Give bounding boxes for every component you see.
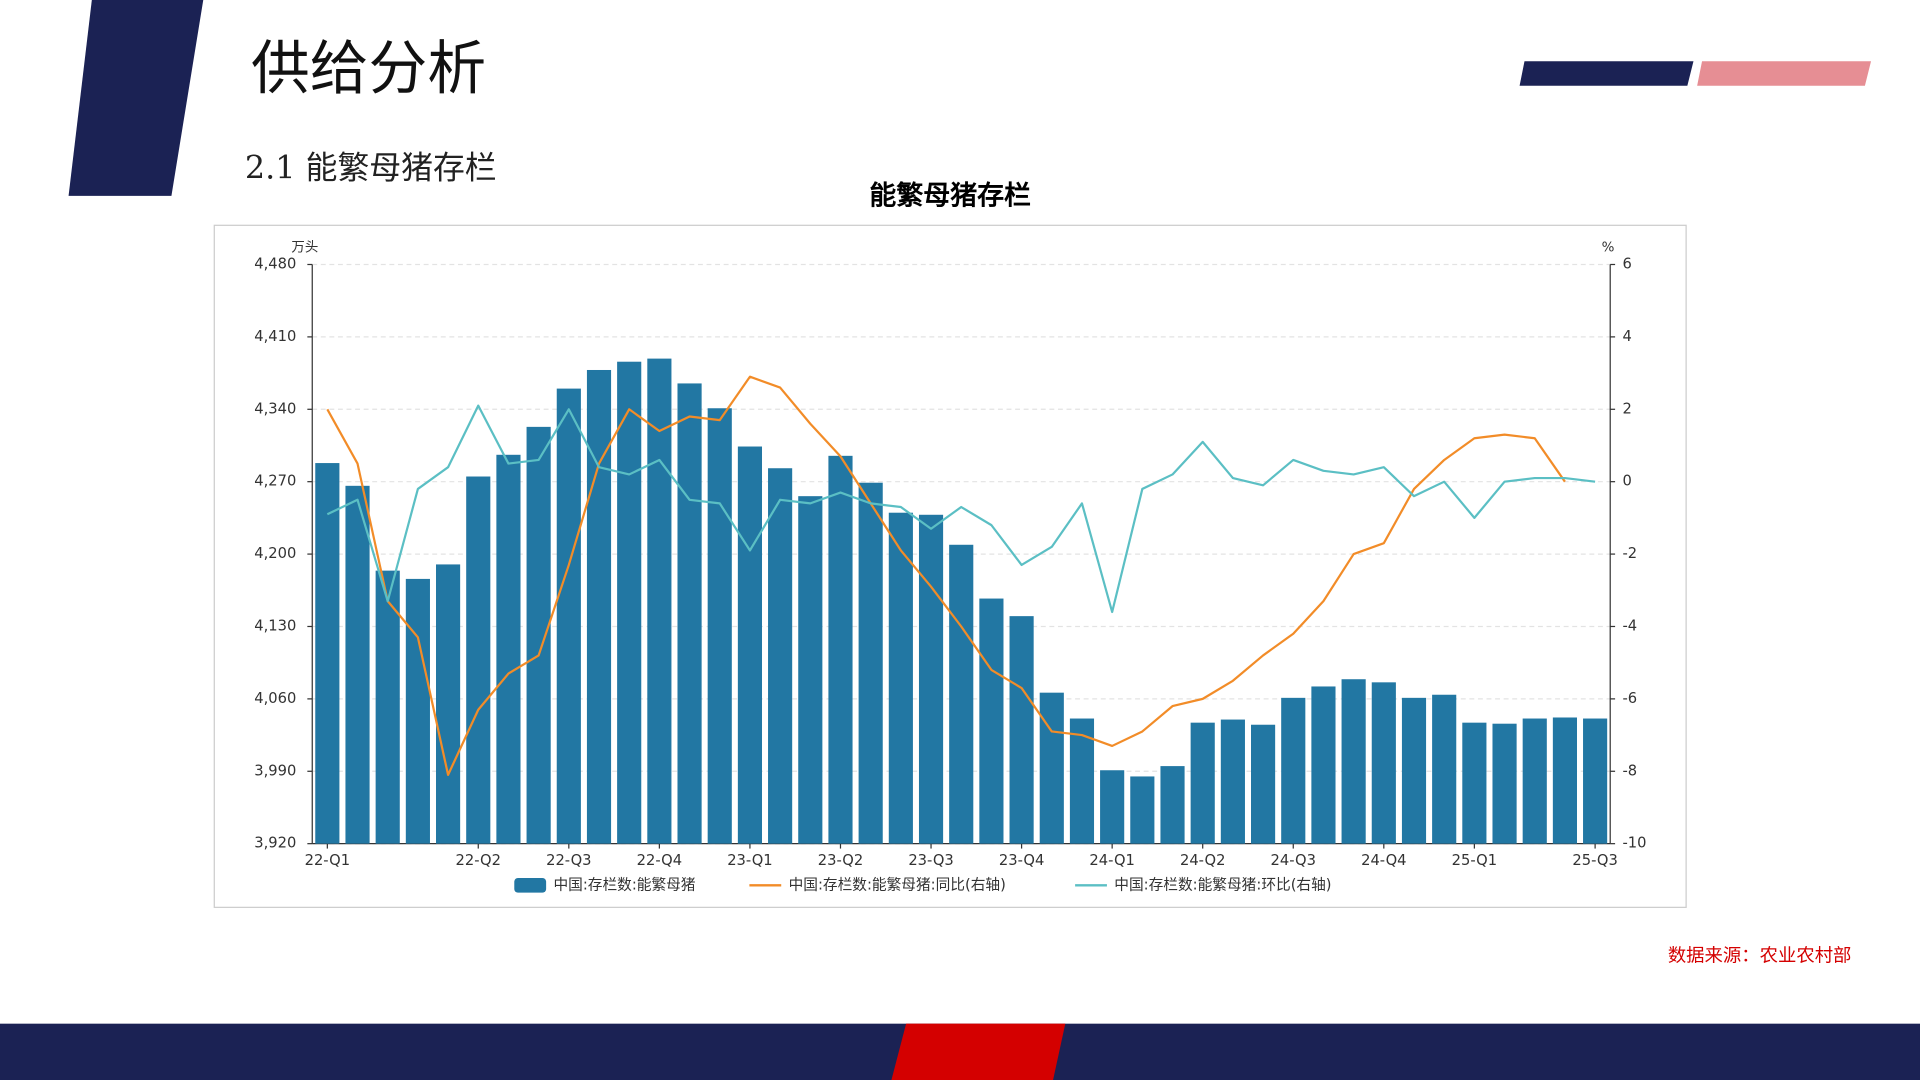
- plot: 3,920 3,990 4,060 4,130 4,200 4,270 4,340 4,410…: [254, 255, 1646, 893]
- bar: [1039, 692, 1064, 844]
- bar: [1190, 722, 1215, 844]
- bar: [798, 496, 823, 844]
- x-tick-label: 22-Q4: [637, 852, 682, 869]
- bar: [436, 564, 461, 844]
- bar: [1069, 718, 1095, 844]
- bar: [345, 485, 370, 844]
- bar: [586, 369, 612, 844]
- x-tick-label: 22-Q2: [456, 852, 501, 869]
- line: [326, 404, 1596, 614]
- bar: [949, 544, 974, 844]
- section-title: 2.1 能繁母猪存栏: [245, 149, 497, 187]
- bar: [1492, 723, 1517, 844]
- y2-tick-label: -4: [1622, 617, 1637, 634]
- y2-tick-label: 0: [1622, 473, 1631, 490]
- bar: [375, 570, 400, 844]
- bar: [979, 598, 1004, 844]
- x-tick-label: 25-Q3: [1572, 852, 1617, 869]
- x-tick-label: 25-Q1: [1452, 852, 1497, 869]
- y2-tick-label: -2: [1622, 545, 1637, 562]
- y-tick-label: 4,200: [254, 545, 296, 562]
- source-note: 数据来源：农业农村部: [1668, 945, 1852, 966]
- bar: [1371, 682, 1396, 844]
- bar: [1160, 766, 1185, 844]
- accent-bar: [1697, 61, 1872, 86]
- legend-swatch: [514, 877, 547, 893]
- corner-shape: [68, 0, 204, 196]
- x-tick-label: 22-Q3: [546, 852, 591, 869]
- bar: [1401, 697, 1427, 844]
- y-tick-label: 4,480: [254, 255, 296, 272]
- x-tick-label: 23-Q3: [908, 852, 953, 869]
- y2-tick-label: -10: [1622, 835, 1646, 852]
- bar: [677, 383, 702, 844]
- bar: [1462, 722, 1487, 844]
- x-tick-label: 23-Q2: [818, 852, 863, 869]
- bar: [647, 358, 672, 844]
- legend-label: 中国:存栏数:能繁母猪:环比(右轴): [1114, 876, 1331, 893]
- bar: [1100, 770, 1125, 844]
- y-tick-label: 4,130: [254, 617, 296, 634]
- bar: [828, 455, 853, 844]
- bar: [526, 426, 551, 844]
- x-tick-label: 23-Q4: [999, 852, 1044, 869]
- bar: [617, 361, 642, 844]
- legend-label: 中国:存栏数:能繁母猪:同比(右轴): [789, 876, 1006, 893]
- bar: [1009, 616, 1034, 844]
- bar: [888, 512, 913, 844]
- x-tick-label: 24-Q4: [1361, 852, 1406, 869]
- y2-unit: %: [1602, 240, 1615, 255]
- bar: [1311, 686, 1336, 844]
- x-tick-label: 24-Q3: [1271, 852, 1316, 869]
- chart-title: 能繁母猪存栏: [869, 180, 1031, 212]
- x-tick-label: 22-Q1: [305, 852, 350, 869]
- y-tick-label: 4,410: [254, 328, 296, 345]
- bar: [858, 482, 883, 844]
- bar: [1522, 718, 1547, 844]
- accent-bar: [1519, 61, 1694, 86]
- y2-tick-label: 6: [1622, 255, 1631, 272]
- bar: [1341, 679, 1366, 844]
- bar: [315, 463, 340, 844]
- bar: [1251, 724, 1276, 844]
- y2-tick-label: -6: [1622, 690, 1637, 707]
- bar: [1281, 697, 1306, 844]
- y-tick-label: 4,340: [254, 400, 296, 417]
- y2-tick-label: 4: [1622, 328, 1631, 345]
- bar: [496, 454, 521, 844]
- bar: [918, 514, 944, 844]
- bar: [768, 468, 793, 844]
- y-tick-label: 4,270: [254, 473, 296, 490]
- bar: [1583, 718, 1608, 844]
- bar: [737, 446, 763, 844]
- bar: [1130, 776, 1155, 844]
- y-tick-label: 3,920: [254, 835, 296, 852]
- y-tick-label: 4,060: [254, 690, 296, 707]
- bar: [556, 388, 581, 844]
- footer-accent: [891, 1023, 1066, 1080]
- bar: [1220, 719, 1245, 844]
- y-tick-label: 3,990: [254, 762, 296, 779]
- x-tick-label: 24-Q2: [1180, 852, 1225, 869]
- line: [326, 375, 1566, 776]
- y2-tick-label: -8: [1622, 762, 1637, 779]
- slide-title: 供给分析: [251, 33, 486, 102]
- legend-label: 中国:存栏数:能繁母猪: [553, 876, 695, 893]
- y-unit: 万头: [291, 239, 318, 255]
- x-tick-label: 23-Q1: [727, 852, 772, 869]
- y2-tick-label: 2: [1622, 400, 1631, 417]
- bar: [1432, 694, 1457, 844]
- bar: [466, 476, 491, 844]
- bar: [707, 408, 732, 844]
- x-tick-label: 24-Q1: [1089, 852, 1134, 869]
- bar: [405, 578, 430, 844]
- bar: [1552, 717, 1578, 844]
